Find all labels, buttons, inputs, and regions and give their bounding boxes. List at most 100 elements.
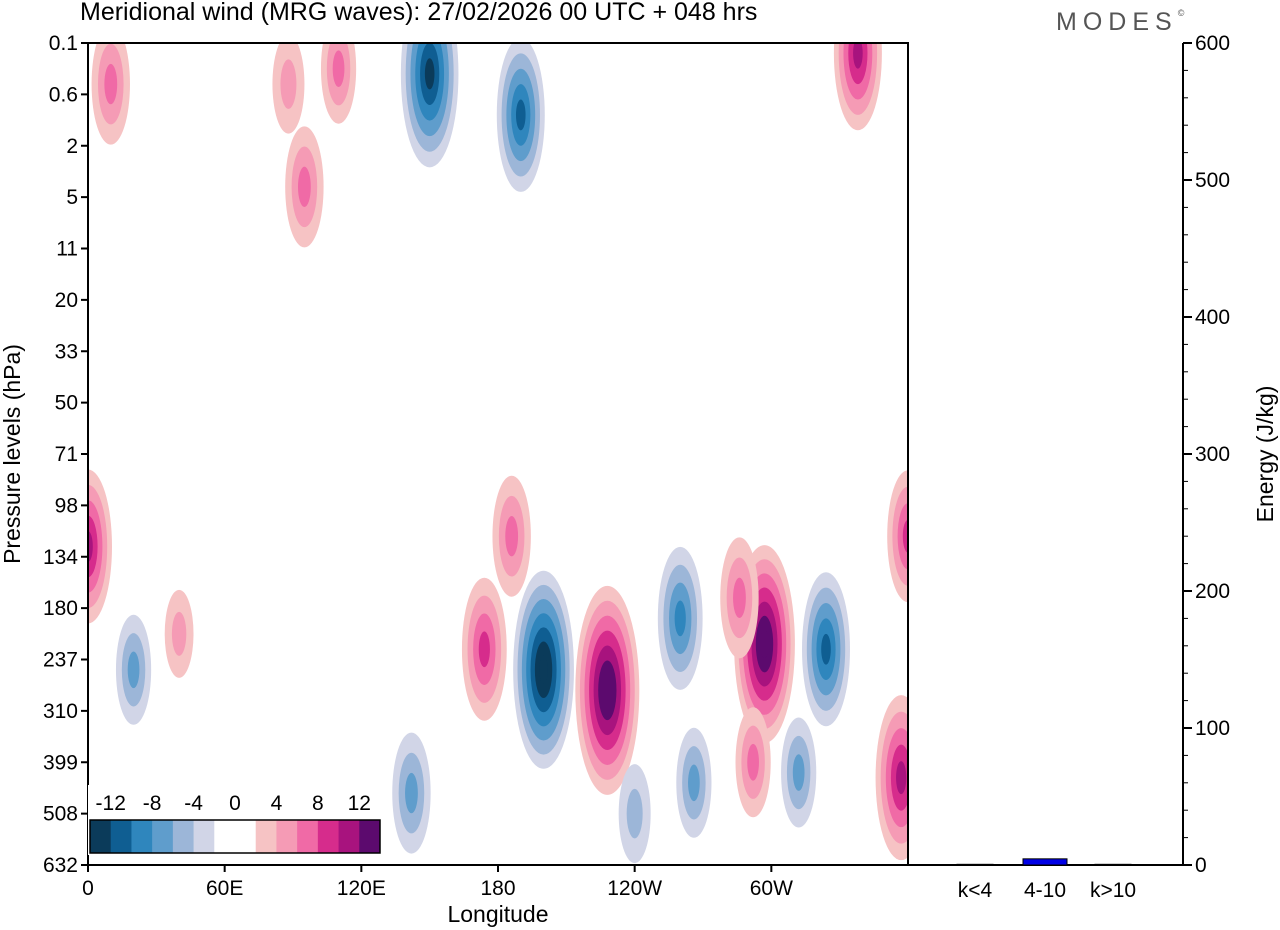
colorbar-swatch bbox=[214, 820, 236, 853]
x-tick-label: 120E bbox=[337, 877, 386, 900]
energy-tick-label: 0 bbox=[1195, 854, 1207, 877]
heatmap-feature bbox=[833, 43, 882, 131]
contour-band bbox=[626, 788, 643, 839]
colorbar: -12 -8 -4 0 4 8 12 bbox=[88, 785, 382, 855]
y-tick-label: 399 bbox=[43, 751, 78, 774]
colorbar-swatch bbox=[193, 820, 215, 853]
x-tick-label: 0 bbox=[82, 877, 94, 900]
colorbar-label: -8 bbox=[143, 792, 162, 815]
energy-bars: k<4 4-10 k>10 bbox=[956, 858, 1136, 902]
contour-band bbox=[747, 743, 759, 781]
colorbar-swatch bbox=[297, 820, 319, 853]
heatmap-feature bbox=[496, 43, 545, 192]
heatmap-feature bbox=[285, 126, 324, 248]
energy-axis-title: Energy (J/kg) bbox=[1252, 386, 1278, 523]
y-tick-label: 33 bbox=[55, 340, 78, 363]
heatmap-feature bbox=[392, 732, 431, 854]
contour-band bbox=[478, 631, 490, 668]
y-tick-label: 50 bbox=[55, 392, 78, 415]
y-tick-label: 5 bbox=[66, 186, 78, 209]
colorbar-frame bbox=[89, 819, 381, 854]
colorbar-swatch bbox=[235, 820, 257, 853]
contour-band bbox=[424, 58, 435, 90]
colorbar-swatch bbox=[359, 820, 381, 853]
heatmap-feature bbox=[461, 577, 507, 721]
contour-band bbox=[896, 761, 907, 795]
contour-band bbox=[853, 43, 863, 69]
y-tick-label: 98 bbox=[55, 494, 78, 517]
energy-bar bbox=[1094, 863, 1132, 866]
y-tick-label: 180 bbox=[43, 597, 78, 620]
contour-band bbox=[104, 63, 118, 105]
heatmap-feature bbox=[575, 585, 640, 795]
heatmap-feature bbox=[887, 470, 908, 603]
contour-band bbox=[297, 166, 311, 208]
heatmap-feature bbox=[91, 43, 130, 145]
energy-tick-label: 500 bbox=[1195, 169, 1230, 192]
y-tick-label: 134 bbox=[43, 546, 78, 569]
heatmap-feature bbox=[618, 764, 651, 864]
y-tick-label: 632 bbox=[43, 854, 78, 877]
contour-band bbox=[88, 531, 93, 562]
colorbar-label: -12 bbox=[96, 792, 126, 815]
heatmap-feature bbox=[802, 572, 850, 727]
energy-tick-label: 400 bbox=[1195, 306, 1230, 329]
heatmap-contours bbox=[88, 43, 908, 864]
heatmap-feature bbox=[320, 43, 357, 124]
colorbar-label: 0 bbox=[229, 792, 241, 815]
colorbar-swatch bbox=[172, 820, 195, 853]
heatmap-feature bbox=[735, 707, 771, 818]
energy-bar bbox=[956, 863, 994, 866]
colorbar-swatch bbox=[90, 820, 112, 853]
heatmap-feature bbox=[272, 43, 305, 134]
y-tick-label: 71 bbox=[55, 443, 78, 466]
colorbar-swatch bbox=[338, 820, 360, 853]
contour-band bbox=[405, 772, 418, 814]
energy-axes: 0 100 200 300 400 500 600 bbox=[908, 32, 1230, 877]
colorbar-swatch bbox=[110, 820, 132, 853]
contour-band bbox=[760, 629, 769, 659]
x-tick-label: 60W bbox=[750, 877, 793, 900]
x-tick-label: 60E bbox=[206, 877, 243, 900]
y-tick-label: 310 bbox=[43, 700, 78, 723]
heatmap-feature bbox=[781, 717, 817, 828]
heatmap-feature bbox=[88, 469, 112, 624]
heatmap-feature bbox=[400, 43, 459, 168]
x-tick-label: 180 bbox=[480, 877, 515, 900]
contour-band bbox=[127, 651, 140, 689]
y-tick-label: 2 bbox=[66, 135, 78, 158]
colorbar-label: -4 bbox=[184, 792, 203, 815]
contour-band bbox=[792, 754, 805, 791]
brand-text: MODES bbox=[1056, 8, 1178, 36]
colorbar-label: 4 bbox=[271, 792, 283, 815]
x-tick-label: 120W bbox=[607, 877, 662, 900]
heatmap-feature bbox=[657, 546, 703, 690]
chart-title: Meridional wind (MRG waves): 27/02/2026 … bbox=[80, 0, 758, 26]
y-tick-label: 508 bbox=[43, 803, 78, 826]
contour-band bbox=[171, 611, 187, 656]
contour-band bbox=[539, 655, 548, 684]
heatmap-feature bbox=[875, 695, 908, 861]
heatmap-axes: 0.1 0.6 2 5 11 20 33 50 71 98 134 180 237 310 399 508 63… bbox=[43, 32, 909, 900]
energy-bar bbox=[1022, 858, 1068, 866]
contour-band bbox=[902, 519, 908, 553]
contour-band bbox=[688, 764, 700, 802]
colorbar-swatch bbox=[131, 820, 153, 853]
x-axis-title: Longitude bbox=[447, 901, 548, 927]
energy-tick-label: 300 bbox=[1195, 443, 1230, 466]
heatmap-feature bbox=[513, 570, 574, 769]
heatmap-feature bbox=[492, 475, 531, 597]
colorbar-swatch bbox=[255, 820, 277, 853]
energy-category-label: 4-10 bbox=[1024, 879, 1066, 902]
contour-band bbox=[602, 675, 612, 706]
y-tick-label: 20 bbox=[55, 289, 78, 312]
energy-tick-label: 100 bbox=[1195, 717, 1230, 740]
colorbar-swatch bbox=[317, 820, 340, 853]
y-tick-label: 11 bbox=[56, 238, 78, 261]
contour-band bbox=[280, 59, 297, 109]
modes-logo: MODES© bbox=[1056, 8, 1184, 37]
heatmap-feature bbox=[676, 727, 712, 838]
colorbar-swatch bbox=[276, 820, 298, 853]
y-tick-label: 237 bbox=[43, 649, 78, 672]
colorbar-label: 12 bbox=[348, 792, 371, 815]
